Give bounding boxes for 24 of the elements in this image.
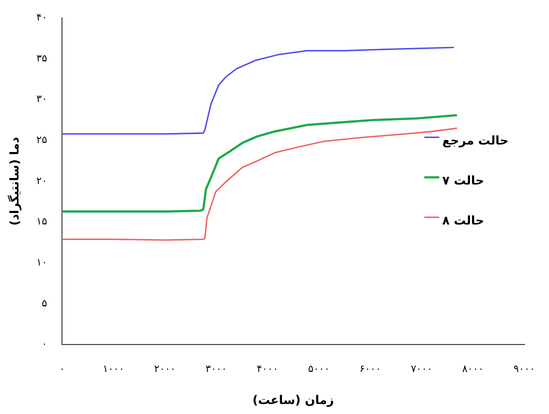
- x-tick-label: ۰: [59, 364, 65, 376]
- x-tick-label: ۷۰۰۰: [410, 364, 432, 376]
- x-tick-label: ۸۰۰۰: [462, 364, 484, 376]
- legend-label: حالت ۷: [442, 173, 484, 188]
- x-tick-label: ۱۰۰۰: [102, 364, 124, 376]
- x-tick-label: ۳۰۰۰: [205, 364, 227, 376]
- y-tick-label: ۳۰: [36, 94, 48, 106]
- y-tick-label: ۱۵: [36, 216, 48, 228]
- x-tick-label: ۶۰۰۰: [359, 364, 381, 376]
- x-tick-label: ۲۰۰۰: [154, 364, 176, 376]
- y-tick-label: ۰: [42, 339, 48, 350]
- x-tick-label: ۹۰۰۰: [514, 364, 535, 376]
- x-tick-label: ۵۰۰۰: [308, 364, 330, 376]
- y-tick-label: ۳۵: [36, 53, 48, 64]
- x-axis-title: زمان (ساعت): [252, 392, 334, 407]
- y-tick-label: ۲۵: [36, 135, 48, 146]
- legend-label: حالت مرجع: [442, 133, 509, 148]
- y-axis-title: دما (سانتیگراد): [7, 137, 22, 226]
- y-tick-label: ۲۰: [36, 176, 48, 187]
- legend-label: حالت ۸: [442, 213, 484, 228]
- y-tick-label: ۵: [42, 298, 48, 310]
- y-tick-label: ۴۰: [36, 12, 48, 24]
- y-tick-label: ۱۰: [36, 258, 48, 269]
- x-tick-label: ۴۰۰۰: [256, 364, 278, 376]
